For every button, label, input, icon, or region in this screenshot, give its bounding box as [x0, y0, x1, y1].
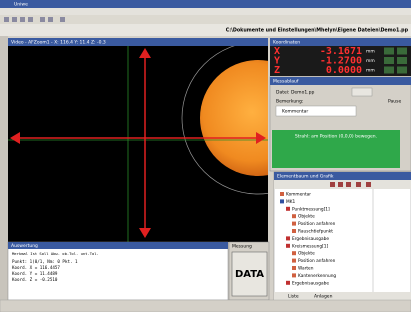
readout-title: Koordinaten — [273, 40, 300, 46]
tree-item[interactable]: Kantenerkennung — [298, 273, 336, 279]
tree-icon — [292, 251, 296, 255]
axis-button[interactable] — [384, 48, 394, 55]
tree-title: Elementbaum und Grafik — [277, 174, 334, 180]
tree-item[interactable]: Kreismessung[1] — [292, 243, 328, 249]
tree-tab[interactable]: Liste — [288, 294, 299, 300]
pause-button[interactable]: Pause — [388, 99, 401, 105]
axis-unit: mm — [366, 69, 375, 74]
tree-icon — [286, 281, 290, 285]
tree-item[interactable]: Ergebnisausgabe — [292, 280, 329, 286]
result-line: Punkt: 1(0/1, Nm: 0 Pkt. 1 — [12, 259, 78, 264]
tree-item[interactable]: MK1 — [286, 199, 296, 205]
note-label: Bemerkung: — [276, 99, 303, 105]
screen: Uniwe C:\Dokumente und Einstellungen\Mhe… — [0, 0, 411, 312]
file-label: Datei: Demo1.pp — [276, 90, 314, 96]
status-bar — [0, 300, 411, 312]
tree-item[interactable]: Punktmessung[1] — [292, 206, 330, 212]
tree-tab[interactable]: Anlagen — [314, 294, 333, 300]
results-header: Merkmal Ist Soll Abw. ob.Tol. unt.Tol. — [12, 251, 99, 256]
measure-title: Messung — [232, 244, 252, 250]
tree-icon — [292, 222, 296, 226]
axis-button[interactable] — [397, 57, 407, 64]
result-line: Koord. X = 116.4457 — [12, 265, 60, 270]
tree-item[interactable]: Ergebnisausgabe — [292, 236, 329, 242]
menu-bar — [0, 8, 411, 15]
result-line: Koord. Y = 11.4489 — [12, 271, 58, 276]
path: C:\Dokumente und Einstellungen\Mhelyn\Ei… — [226, 28, 409, 34]
title-bar — [0, 0, 411, 8]
sequence-title: Messablauf — [273, 79, 299, 85]
data-button-label: DATA — [235, 269, 264, 280]
tree-icon — [292, 259, 296, 263]
tree-item[interactable]: Position anfahren — [298, 221, 336, 227]
tree-icon — [280, 192, 284, 196]
axis-button[interactable] — [397, 67, 407, 74]
axis-label: Z — [274, 65, 280, 76]
tree-icon — [292, 229, 296, 233]
tree-item[interactable]: Rauschtiefpunkt — [298, 229, 333, 235]
result-line: Koord. Z = -0.2510 — [12, 277, 58, 282]
tree-icon — [292, 273, 296, 277]
results-title: Auswertung — [11, 243, 38, 249]
view-title: Video - AFZoom1 - X: 116.4 Y: 11.4 Z: -0… — [11, 40, 106, 46]
axis-button[interactable] — [397, 48, 407, 55]
tree-item[interactable]: Objekte — [298, 251, 315, 257]
tree-icon — [286, 244, 290, 248]
browse-button[interactable] — [352, 88, 372, 96]
status-text: Strahl: am Position (0,0,0) bewegen. — [295, 134, 377, 140]
axis-unit: mm — [366, 50, 375, 55]
tree-item[interactable]: Objekte — [298, 214, 315, 220]
tree-icon — [286, 207, 290, 211]
axis-value: 0.0000 — [326, 65, 362, 76]
tree-item[interactable]: Warten — [298, 266, 314, 272]
tree-icon — [280, 199, 284, 203]
tree-item[interactable]: Position anfahren — [298, 258, 336, 264]
axis-button[interactable] — [384, 67, 394, 74]
tree-icon — [286, 236, 290, 240]
tree-icon — [292, 214, 296, 218]
window-title: Uniwe — [14, 2, 28, 8]
tree-item[interactable]: Kommentar — [286, 192, 311, 198]
tree-icon — [292, 266, 296, 270]
axis-button[interactable] — [384, 57, 394, 64]
axis-unit: mm — [366, 59, 375, 64]
comment-field[interactable]: Kommentar — [282, 109, 308, 115]
